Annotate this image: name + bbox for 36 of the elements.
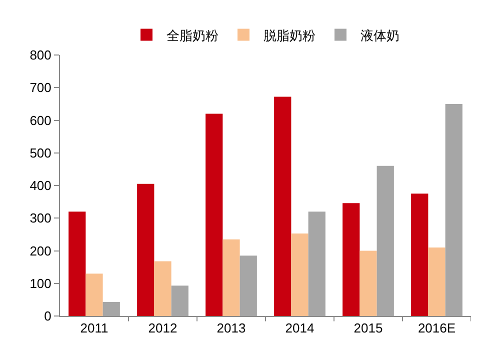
x-tick-label: 2016E [418, 320, 456, 336]
y-tick-label: 800 [30, 48, 52, 63]
x-tick-label: 2013 [216, 320, 246, 336]
bar [360, 250, 377, 316]
bar [86, 274, 103, 316]
y-tick-label: 200 [30, 243, 52, 258]
y-tick-label: 400 [30, 178, 52, 194]
y-tick-label: 600 [30, 112, 52, 128]
bar [102, 302, 120, 316]
bar [291, 233, 308, 316]
legend-label: 全脂奶粉 [166, 28, 218, 43]
x-tick-label: 2012 [148, 320, 178, 336]
bar [428, 247, 446, 316]
y-tick-label: 500 [30, 145, 52, 160]
bar [240, 256, 257, 316]
y-tick-label: 100 [30, 276, 52, 291]
bar [206, 114, 223, 316]
y-tick-label: 700 [30, 80, 52, 96]
legend-label: 脱脂奶粉 [264, 28, 316, 43]
bar [342, 203, 360, 316]
bar [154, 261, 172, 316]
bar [274, 96, 292, 316]
x-tick-label: 2014 [285, 320, 314, 336]
x-tick-label: 2015 [354, 320, 383, 336]
bar [376, 166, 394, 316]
x-tick-label: 2011 [80, 320, 108, 336]
bar [137, 184, 154, 316]
bar [222, 239, 240, 316]
y-tick-label: 300 [30, 210, 52, 226]
bar [171, 286, 188, 316]
bar [445, 104, 462, 316]
y-tick-label: 0 [44, 308, 52, 324]
bar [308, 212, 326, 316]
bar [411, 194, 428, 316]
legend-label: 液体奶 [360, 28, 400, 43]
bar [68, 212, 86, 316]
